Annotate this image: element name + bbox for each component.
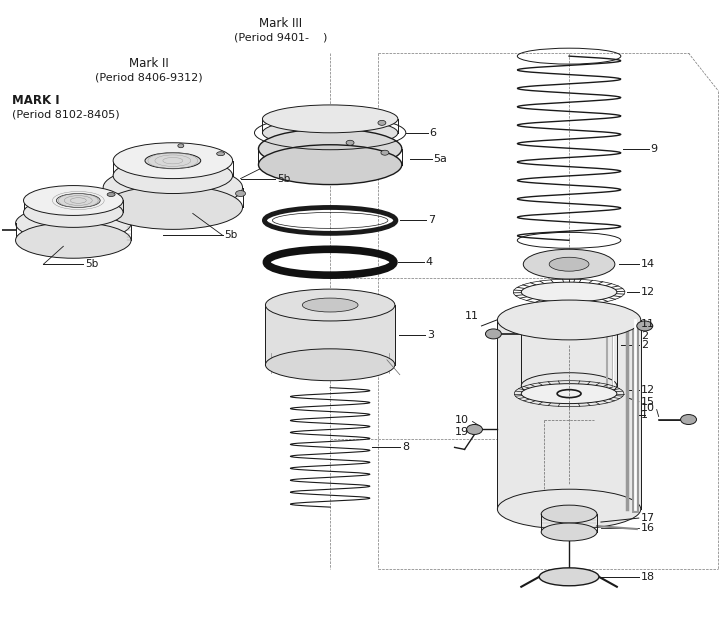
- Ellipse shape: [680, 414, 696, 424]
- Text: 19: 19: [454, 427, 469, 437]
- Ellipse shape: [346, 140, 354, 145]
- Text: 18: 18: [640, 572, 655, 582]
- Text: (Period 8406-9312): (Period 8406-9312): [95, 72, 203, 82]
- Polygon shape: [265, 305, 395, 364]
- Ellipse shape: [381, 150, 389, 155]
- Text: Mark III: Mark III: [259, 17, 302, 30]
- Ellipse shape: [265, 349, 395, 381]
- Text: 7: 7: [427, 216, 435, 226]
- Ellipse shape: [113, 158, 233, 194]
- Text: 14: 14: [640, 259, 655, 269]
- Text: 11: 11: [465, 311, 478, 321]
- Text: 17: 17: [640, 513, 655, 523]
- Ellipse shape: [521, 301, 617, 327]
- Text: 5b: 5b: [278, 174, 291, 184]
- Ellipse shape: [57, 194, 100, 207]
- Ellipse shape: [265, 289, 395, 321]
- Text: 3: 3: [427, 330, 434, 340]
- Text: 2: 2: [640, 340, 648, 350]
- Ellipse shape: [302, 298, 358, 312]
- Text: 5b: 5b: [85, 259, 98, 269]
- Text: 11: 11: [640, 319, 655, 329]
- Ellipse shape: [637, 321, 653, 331]
- Ellipse shape: [103, 166, 243, 209]
- Ellipse shape: [539, 568, 599, 586]
- Ellipse shape: [113, 143, 233, 179]
- Text: 15: 15: [640, 397, 655, 407]
- Text: 5a: 5a: [434, 154, 448, 164]
- Ellipse shape: [236, 191, 246, 196]
- Text: 4: 4: [426, 257, 433, 267]
- Ellipse shape: [259, 129, 402, 169]
- Ellipse shape: [486, 329, 502, 339]
- Ellipse shape: [15, 222, 131, 259]
- Ellipse shape: [23, 197, 123, 227]
- Text: (Period 9401-    ): (Period 9401- ): [233, 32, 327, 42]
- Ellipse shape: [521, 373, 617, 399]
- Text: 12: 12: [640, 287, 655, 297]
- Text: 5b: 5b: [225, 231, 238, 240]
- Ellipse shape: [217, 152, 225, 156]
- Ellipse shape: [521, 282, 617, 302]
- Ellipse shape: [259, 145, 402, 184]
- Ellipse shape: [549, 257, 589, 271]
- Ellipse shape: [262, 105, 398, 133]
- Text: 2: 2: [640, 331, 648, 341]
- Ellipse shape: [521, 384, 617, 404]
- Text: (Period 8102-8405): (Period 8102-8405): [12, 110, 119, 120]
- Ellipse shape: [15, 206, 131, 241]
- Ellipse shape: [178, 144, 184, 148]
- Ellipse shape: [497, 489, 640, 529]
- Text: 1: 1: [640, 409, 648, 419]
- Text: 9: 9: [651, 144, 658, 154]
- Text: 10: 10: [454, 414, 469, 424]
- Polygon shape: [497, 320, 640, 509]
- Ellipse shape: [107, 193, 115, 196]
- Ellipse shape: [467, 424, 483, 434]
- Ellipse shape: [378, 120, 386, 125]
- Ellipse shape: [103, 186, 243, 229]
- Ellipse shape: [262, 119, 398, 147]
- Text: 8: 8: [402, 442, 409, 452]
- Text: MARK I: MARK I: [12, 95, 59, 107]
- Text: 10: 10: [640, 402, 655, 412]
- Text: 16: 16: [640, 523, 655, 533]
- Text: Mark II: Mark II: [129, 57, 169, 70]
- Ellipse shape: [541, 523, 597, 541]
- Ellipse shape: [497, 300, 640, 340]
- Text: 12: 12: [640, 384, 655, 394]
- Ellipse shape: [23, 186, 123, 216]
- Polygon shape: [521, 314, 617, 386]
- Ellipse shape: [541, 505, 597, 523]
- Text: 6: 6: [430, 128, 437, 138]
- Ellipse shape: [523, 249, 615, 279]
- Ellipse shape: [145, 153, 201, 169]
